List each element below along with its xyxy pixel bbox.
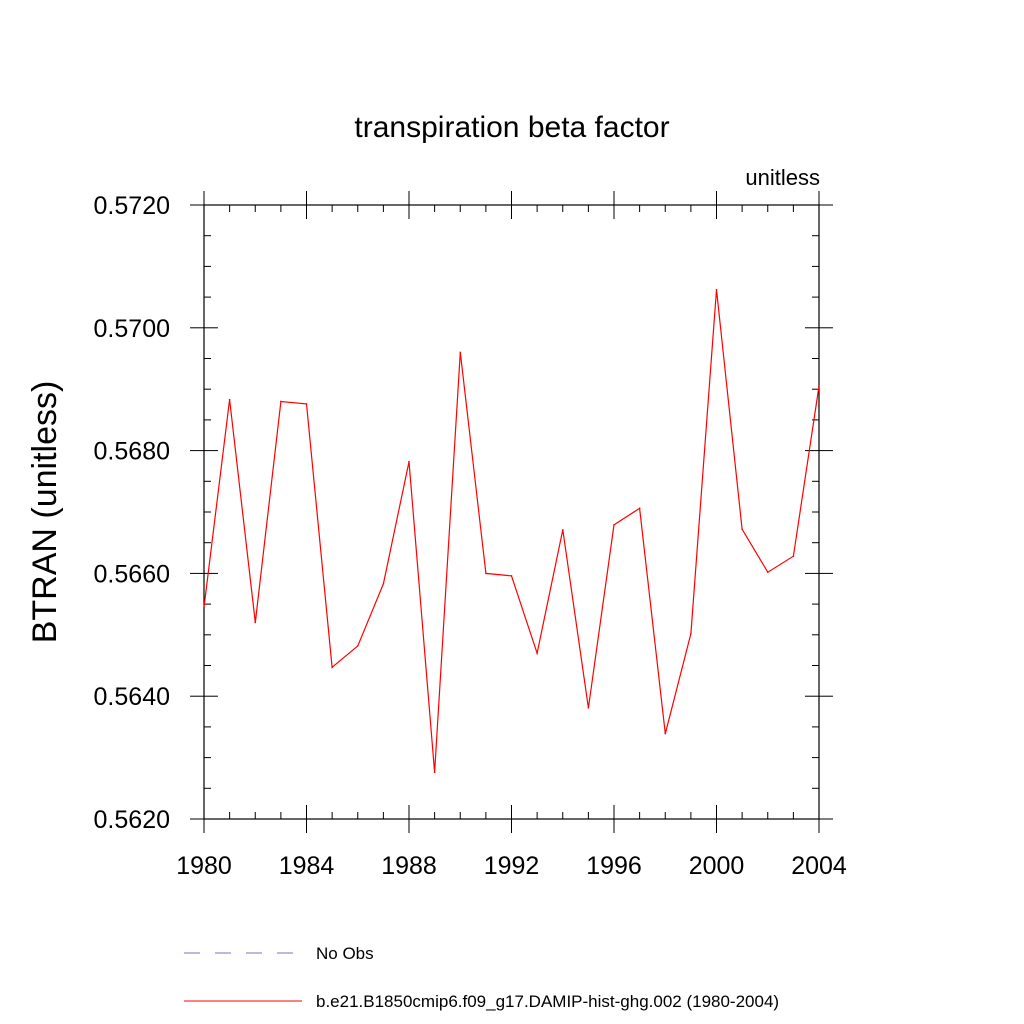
data-point bbox=[305, 403, 308, 405]
y-tick-label: 0.5620 bbox=[94, 806, 170, 834]
data-point bbox=[280, 400, 282, 403]
y-tick-label: 0.5660 bbox=[94, 560, 170, 588]
data-point bbox=[766, 571, 769, 573]
x-tick-label: 1984 bbox=[279, 852, 335, 880]
data-point bbox=[664, 732, 667, 735]
y-tick-label: 0.5700 bbox=[94, 315, 170, 343]
data-point bbox=[638, 507, 641, 510]
data-point bbox=[536, 652, 538, 655]
x-tick-label: 2004 bbox=[791, 852, 847, 880]
data-point bbox=[459, 351, 462, 354]
plot-frame bbox=[203, 204, 820, 820]
y-tick-label: 0.5720 bbox=[94, 192, 170, 220]
data-point bbox=[203, 606, 205, 608]
data-point bbox=[561, 529, 564, 531]
data-point bbox=[510, 575, 513, 577]
data-point bbox=[690, 632, 692, 635]
legend-label: b.e21.B1850cmip6.f09_g17.DAMIP-hist-ghg.… bbox=[316, 992, 779, 1011]
chart-title: transpiration beta factor bbox=[354, 111, 669, 144]
y-axis-label: BTRAN (unitless) bbox=[26, 381, 64, 644]
y-tick-label: 0.5640 bbox=[94, 683, 170, 711]
data-point bbox=[741, 528, 743, 530]
x-tick-label: 2000 bbox=[689, 852, 745, 880]
axis-ticks: 1980 1984 1988 1992 1996 2000 2004 0.5620 0.5640… bbox=[94, 191, 847, 880]
data-point bbox=[408, 460, 410, 463]
data-point bbox=[485, 572, 487, 575]
data-point bbox=[254, 621, 257, 624]
data-point bbox=[818, 385, 820, 387]
x-tick-label: 1980 bbox=[176, 852, 232, 880]
series-line bbox=[203, 289, 820, 773]
x-tick-label: 1996 bbox=[586, 852, 642, 880]
data-point bbox=[228, 398, 231, 401]
data-point bbox=[587, 707, 590, 709]
legend-label: No Obs bbox=[316, 944, 374, 963]
x-tick-label: 1992 bbox=[484, 852, 540, 880]
data-point bbox=[356, 645, 359, 647]
data-point bbox=[382, 583, 385, 585]
y-tick-label: 0.5680 bbox=[94, 438, 170, 466]
data-point bbox=[331, 666, 333, 669]
data-point bbox=[715, 288, 718, 291]
units-label: unitless bbox=[745, 165, 820, 190]
legend: No Obs b.e21.B1850cmip6.f09_g17.DAMIP-his… bbox=[184, 944, 779, 1011]
data-point bbox=[433, 771, 436, 774]
series-layer bbox=[203, 288, 820, 774]
x-tick-label: 1988 bbox=[381, 852, 437, 880]
data-point bbox=[792, 555, 795, 558]
data-point bbox=[613, 524, 615, 526]
